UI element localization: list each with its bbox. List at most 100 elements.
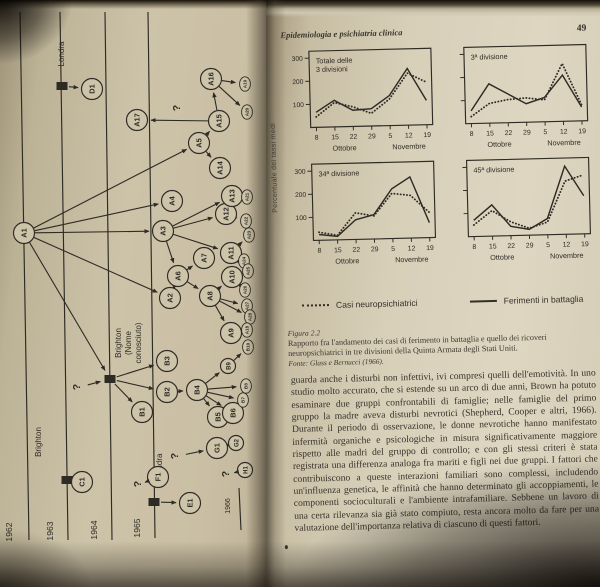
- x-tick-label: 19: [423, 132, 431, 139]
- year-label-1965: 1965: [132, 518, 142, 537]
- x-tick-label: 15: [486, 130, 494, 137]
- month-label: Novembre: [395, 254, 429, 264]
- right-page-content: Epidemiologia e psichiatria clinica 49 P…: [266, 0, 600, 587]
- edge-A15-A16: [212, 92, 218, 111]
- diagram-node-B1: B1: [130, 400, 154, 424]
- diagram-node-B9: B9: [219, 357, 237, 375]
- year-label-1966: 1966: [225, 498, 232, 514]
- node-label-A4: A4: [168, 195, 177, 205]
- edge-A1-A2: [33, 236, 158, 293]
- node-label-A14: A14: [216, 160, 225, 174]
- edge-A15-A17: [150, 118, 209, 123]
- diagram-node-A16: A16: [199, 67, 223, 91]
- node-label-A26: A26: [243, 285, 248, 294]
- node-label-A2: A2: [166, 293, 175, 302]
- edge-A16-A20: [218, 86, 241, 106]
- chart-totale-3-divisioni: 100 200 300 8 15 22 29 5 12 19 Ottobre Novembre Tota…: [290, 44, 436, 156]
- diagram-node-E1: E1: [178, 491, 202, 515]
- edge-q-H1: [233, 469, 240, 474]
- x-tick-label: 22: [350, 134, 358, 141]
- charts-grid: 100 200 300 8 15 22 29 5 12 19 Ottobre Novembre Tota…: [290, 41, 593, 270]
- diagram-node-A10: A10: [220, 265, 244, 289]
- x-tick-label: 19: [581, 241, 589, 248]
- chart-3a-divisione: 8 15 22 29 5 12 19 Ottobre Novembre 3ª divisione: [445, 41, 591, 153]
- edge-A8-A28: [219, 300, 242, 313]
- chart-title: Totale delle: [316, 56, 353, 66]
- x-tick-label: 12: [563, 241, 571, 248]
- node-label-E1: E1: [186, 498, 195, 507]
- node-label-A9: A9: [227, 328, 236, 337]
- edge-sqBN-B3: [116, 364, 155, 378]
- node-label-B4: B4: [193, 384, 202, 394]
- diagram-node-A15: A15: [207, 109, 231, 133]
- legend-item-neuro: Casi neuropsichiatrici: [301, 298, 418, 311]
- chart-title: 45ª divisione: [473, 164, 514, 174]
- location-label-sqBN: (Nome: [124, 330, 133, 355]
- location-label-sqBN: Brighton: [114, 328, 123, 358]
- series-dotted: [318, 192, 431, 236]
- x-tick-label: 5: [543, 129, 547, 136]
- x-tick-label: 8: [315, 135, 319, 142]
- diagram-svg: 19621963196419651966LondraBrightonBright…: [4, 11, 256, 542]
- year-line-1964: [104, 11, 113, 541]
- diagram-node-D1: D1: [80, 77, 104, 101]
- x-tick-label: 19: [426, 245, 434, 252]
- x-tick-label: 12: [408, 245, 416, 252]
- x-tick-label: 12: [405, 132, 413, 139]
- diagram-node-A1: A1: [12, 221, 36, 245]
- x-tick-label: 5: [388, 133, 392, 140]
- edge-A8-A9: [214, 305, 225, 322]
- x-tick-label: 15: [331, 134, 339, 141]
- question-mark-2: ?: [132, 481, 144, 487]
- series-dotted: [315, 72, 427, 118]
- question-mark-3: ?: [169, 453, 181, 459]
- series-dotted: [472, 173, 585, 229]
- node-label-B7: B7: [241, 397, 246, 403]
- x-tick-label: 19: [578, 128, 586, 135]
- x-tick-label: 5: [546, 242, 550, 249]
- running-title: Epidemiologia e psichiatria clinica: [280, 27, 403, 41]
- location-marker-sqBN: [104, 375, 116, 383]
- year-line-1965: [147, 11, 156, 539]
- question-mark-0: ?: [171, 105, 183, 111]
- node-label-A10: A10: [228, 270, 237, 284]
- edge-A1-A4: [34, 202, 159, 232]
- diagram-node-A7: A7: [192, 246, 216, 270]
- node-label-A13: A13: [228, 189, 237, 203]
- transmission-diagram: 19621963196419651966LondraBrightonBright…: [0, 0, 266, 587]
- chart-45a-divisione: 8 15 22 29 5 12 19 Ottobre Novembre 45ª divisione: [447, 153, 593, 265]
- diagram-node-A8: A8: [198, 284, 222, 308]
- node-label-B3: B3: [163, 356, 172, 365]
- series-solid: [318, 175, 431, 237]
- node-label-A3: A3: [159, 226, 168, 235]
- node-label-D1: D1: [88, 84, 97, 93]
- edge-A3-A6: [165, 241, 175, 264]
- location-label-sqLB: Londra: [155, 453, 164, 478]
- node-label-F1: F1: [154, 473, 163, 482]
- node-label-A12: A12: [222, 207, 231, 221]
- series-solid: [473, 164, 585, 230]
- chart-legend: Casi neuropsichiatrici Ferimenti in batt…: [301, 294, 594, 311]
- diagram-node-A3: A3: [151, 219, 175, 243]
- question-mark-4: ?: [220, 471, 232, 477]
- page-number: 49: [576, 23, 587, 34]
- diagram-node-A17: A17: [125, 108, 149, 132]
- x-tick-label: 5: [391, 246, 395, 253]
- edge-A5-A14: [205, 151, 212, 158]
- series-solid: [315, 67, 427, 113]
- edge-A3-A11: [173, 233, 219, 250]
- diagram-node-B4: B4: [185, 378, 209, 402]
- edge-A16-A19: [221, 79, 236, 85]
- edge-A6-A8: [187, 281, 199, 290]
- node-label-B9: B9: [227, 362, 233, 370]
- page-header: Epidemiologia e psichiatria clinica 49: [280, 23, 586, 41]
- x-tick-label: 22: [505, 130, 513, 137]
- diagram-node-F1: F1: [146, 465, 170, 489]
- dotted-line-icon: [301, 304, 330, 307]
- node-label-G2: G2: [235, 438, 241, 447]
- x-tick-label: 22: [507, 243, 515, 250]
- edge-sqBN-B2: [116, 380, 154, 391]
- node-label-G1: G1: [213, 443, 222, 453]
- page-top-edge-left: [0, 0, 266, 9]
- edge-q-F1: [144, 478, 151, 483]
